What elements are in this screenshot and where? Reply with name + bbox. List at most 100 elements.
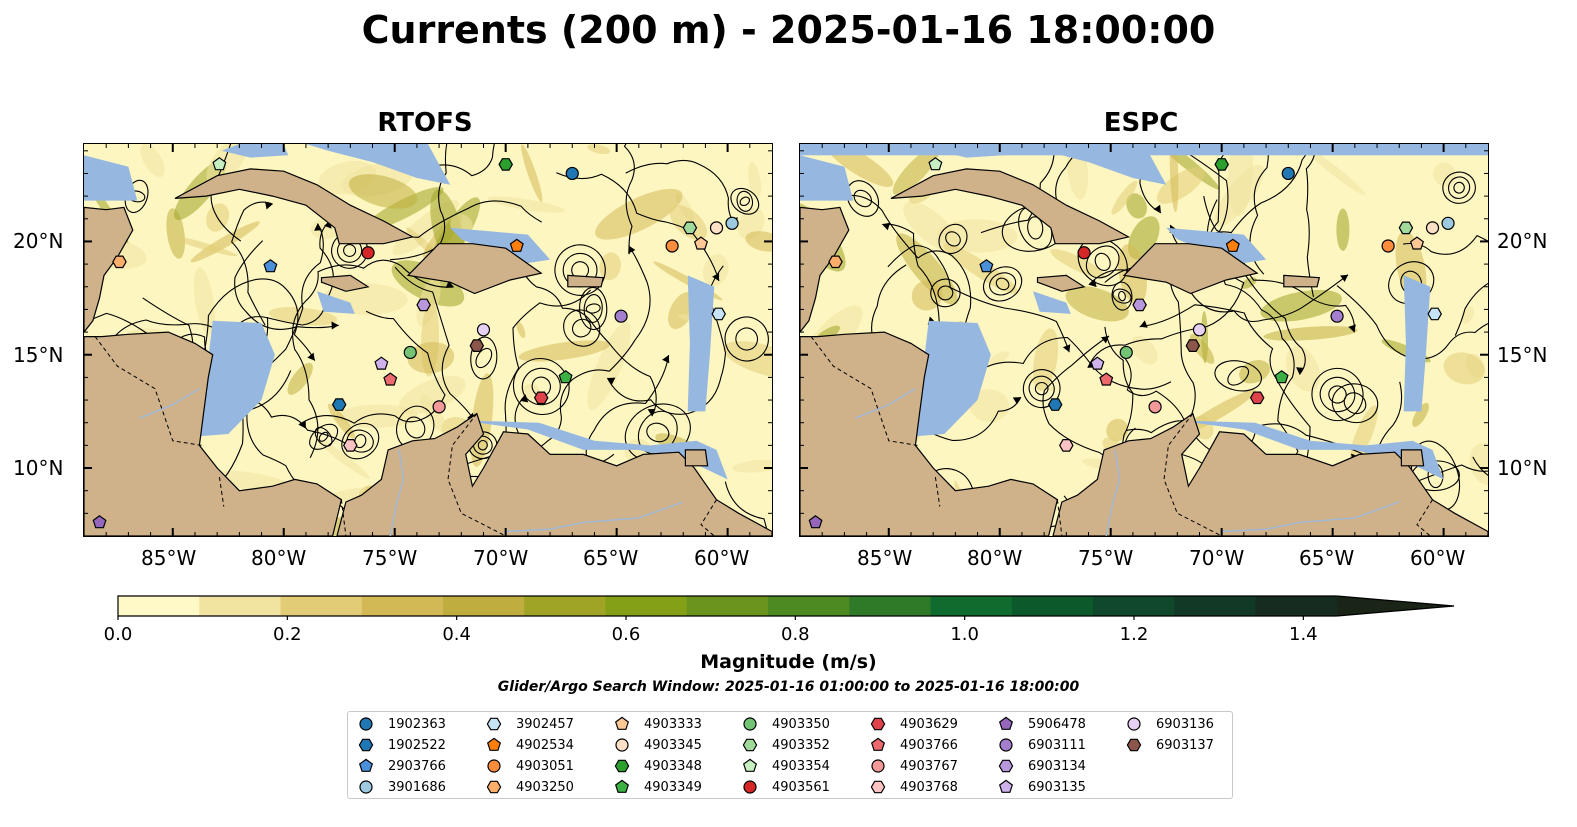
pentagon-marker-icon bbox=[486, 737, 502, 751]
legend-item: 4903766 bbox=[870, 735, 958, 755]
shallow-water bbox=[84, 144, 728, 480]
legend-marker bbox=[615, 738, 629, 752]
circle-marker-icon bbox=[871, 759, 885, 773]
hexagon-marker-icon bbox=[358, 738, 374, 752]
float-marker-4903768 bbox=[343, 439, 358, 452]
float-marker-4903767 bbox=[432, 400, 446, 414]
legend-label: 6903136 bbox=[1156, 716, 1214, 732]
colorbar-segment bbox=[118, 596, 200, 616]
legend-item: 4903345 bbox=[614, 735, 702, 755]
legend-marker bbox=[871, 759, 885, 773]
float-marker-1902522 bbox=[331, 398, 347, 411]
colorbar-tick-label: 0.8 bbox=[781, 624, 810, 645]
hexagon-marker-icon bbox=[870, 717, 886, 731]
legend-item: 6903134 bbox=[998, 756, 1086, 776]
lon-label-75w-rtofs: 75°W bbox=[362, 546, 418, 570]
legend-marker bbox=[743, 780, 757, 794]
legend-marker bbox=[870, 717, 886, 731]
float-marker-4903766 bbox=[383, 372, 398, 386]
hexagon-marker-icon bbox=[614, 759, 630, 773]
colorbar-tick-label: 1.4 bbox=[1289, 624, 1318, 645]
legend-marker bbox=[614, 779, 630, 793]
legend-label: 4903350 bbox=[772, 716, 830, 732]
legend-label: 4903345 bbox=[644, 737, 702, 753]
lon-label-65w-rtofs: 65°W bbox=[583, 546, 639, 570]
hexagon-marker-icon bbox=[870, 780, 886, 794]
legend-item: 4903352 bbox=[742, 735, 830, 755]
float-marker-3902457 bbox=[1427, 307, 1442, 321]
legend-item: 4903349 bbox=[614, 777, 702, 797]
legend-item: 4903629 bbox=[870, 714, 958, 734]
colorbar-tick-label: 1.0 bbox=[950, 624, 979, 645]
float-marker-4903349 bbox=[558, 370, 573, 384]
legend-item: 6903111 bbox=[998, 735, 1086, 755]
rivers bbox=[855, 388, 1400, 536]
panel-title-espc: ESPC bbox=[1103, 108, 1179, 138]
float-marker-4903250 bbox=[828, 255, 843, 269]
legend-label: 4903561 bbox=[772, 779, 830, 795]
colorbar-segment bbox=[443, 596, 525, 616]
float-marker-3901686 bbox=[1441, 216, 1455, 230]
float-marker-4903350 bbox=[403, 345, 417, 360]
land bbox=[800, 168, 1488, 536]
circle-marker-icon bbox=[359, 780, 373, 794]
map-espc[interactable] bbox=[799, 143, 1489, 537]
lon-label-65w-espc: 65°W bbox=[1299, 546, 1355, 570]
circle-marker-icon bbox=[743, 717, 757, 731]
colorbar bbox=[117, 595, 1455, 620]
float-marker-4903561 bbox=[1077, 246, 1091, 260]
legend-label: 6903111 bbox=[1028, 737, 1086, 753]
legend-marker bbox=[870, 780, 886, 794]
circle-marker-icon bbox=[615, 738, 629, 752]
axis-ticks bbox=[800, 144, 1488, 536]
colorbar-segment bbox=[1174, 596, 1256, 616]
legend-label: 1902363 bbox=[388, 716, 446, 732]
legend-item: 6903136 bbox=[1126, 714, 1214, 734]
float-marker-4902534 bbox=[509, 238, 524, 252]
legend-marker bbox=[486, 737, 502, 751]
legend-item: 2903766 bbox=[358, 756, 446, 776]
float-marker-4903766 bbox=[1099, 372, 1114, 386]
legend-label: 4903767 bbox=[900, 758, 958, 774]
float-marker-6903134 bbox=[1132, 298, 1147, 312]
float-marker-1902363 bbox=[1281, 166, 1295, 181]
colorbar-segment bbox=[849, 596, 931, 616]
legend-marker bbox=[358, 738, 374, 752]
lat-label-20n-left: 20°N bbox=[13, 229, 64, 253]
lat-label-15n-left: 15°N bbox=[13, 343, 64, 367]
float-marker-4903348 bbox=[1214, 158, 1229, 171]
pentagon-marker-icon bbox=[358, 758, 374, 772]
map-rtofs[interactable] bbox=[83, 143, 773, 537]
legend-label: 4903250 bbox=[516, 779, 574, 795]
legend-label: 4903348 bbox=[644, 758, 702, 774]
float-marker-4903352 bbox=[682, 221, 698, 235]
legend-marker bbox=[1127, 717, 1141, 731]
legend-item: 4903354 bbox=[742, 756, 830, 776]
pentagon-marker-icon bbox=[614, 716, 630, 730]
legend-label: 4902534 bbox=[516, 737, 574, 753]
circle-marker-icon bbox=[359, 717, 373, 731]
legend-marker bbox=[358, 758, 374, 772]
float-marker-3901686 bbox=[725, 216, 739, 230]
legend-marker bbox=[486, 717, 502, 731]
colorbar-segment bbox=[686, 596, 769, 616]
float-marker-1902522 bbox=[1047, 398, 1063, 411]
pentagon-marker-icon bbox=[870, 737, 886, 751]
float-marker-6903135 bbox=[1090, 356, 1105, 370]
colorbar-title: Magnitude (m/s) bbox=[700, 651, 877, 673]
hexagon-marker-icon bbox=[1126, 738, 1142, 752]
legend-label: 5906478 bbox=[1028, 716, 1086, 732]
lon-label-60w-espc: 60°W bbox=[1410, 546, 1466, 570]
legend-item: 4903767 bbox=[870, 756, 958, 776]
legend-item: 6903137 bbox=[1126, 735, 1214, 755]
panel-title-rtofs: RTOFS bbox=[377, 108, 473, 138]
legend-label: 6903137 bbox=[1156, 737, 1214, 753]
circle-marker-icon bbox=[999, 738, 1013, 752]
colorbar-segment bbox=[1011, 596, 1094, 616]
colorbar-tick-label: 1.2 bbox=[1119, 624, 1149, 645]
hexagon-marker-icon bbox=[742, 738, 758, 752]
float-marker-6903136 bbox=[1192, 323, 1207, 337]
lon-label-80w-rtofs: 80°W bbox=[251, 546, 307, 570]
legend-label: 4903768 bbox=[900, 779, 958, 795]
legend-label: 6903134 bbox=[1028, 758, 1086, 774]
